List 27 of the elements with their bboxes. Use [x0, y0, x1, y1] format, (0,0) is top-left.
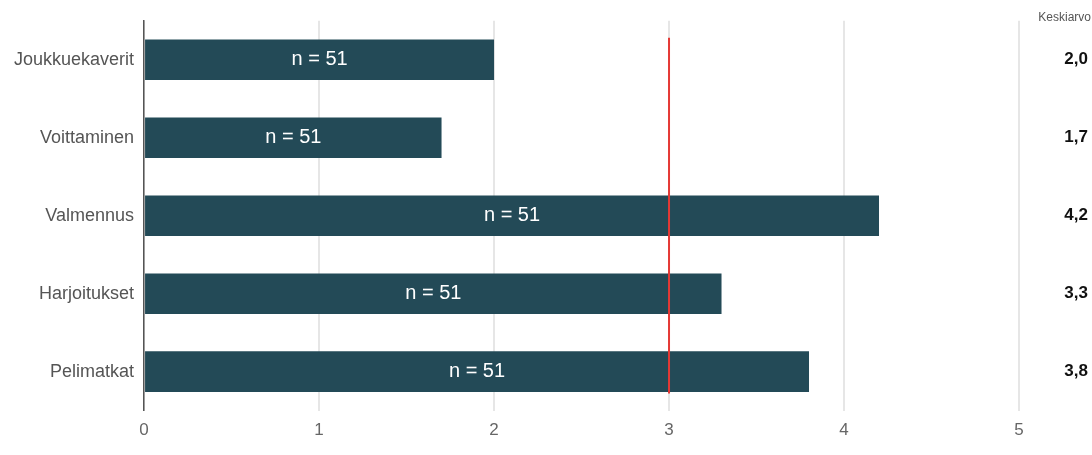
bar: [145, 351, 810, 392]
x-tick-label: 4: [839, 420, 849, 440]
y-tick-label: Voittaminen: [40, 126, 135, 147]
bar: [145, 273, 722, 314]
data-label: 1,7: [1064, 127, 1088, 147]
y-tick-label: Harjoitukset: [39, 282, 135, 303]
x-tick-label: 3: [664, 420, 674, 440]
x-tick-label: 2: [489, 420, 499, 440]
text: Keskiarvo: [1038, 10, 1092, 25]
bar: [145, 39, 495, 81]
bar: [145, 195, 880, 236]
y-tick-label: Joukkuekaverit: [14, 48, 135, 69]
data-label: 4,2: [1064, 205, 1088, 225]
data-label: 2,0: [1064, 49, 1088, 69]
annotation: n = 51: [291, 47, 348, 70]
y-tick-label: Pelimatkat: [50, 360, 135, 381]
annotation: n = 51: [448, 359, 506, 382]
data-label: 3,8: [1064, 361, 1088, 381]
annotation: n = 51: [405, 281, 462, 304]
bar: [145, 117, 442, 159]
annotation: n = 51: [265, 125, 322, 148]
annotation: n = 51: [483, 203, 541, 226]
y-tick-label: Valmennus: [45, 204, 135, 225]
data-label: 3,3: [1064, 283, 1088, 303]
x-tick-label: 1: [314, 420, 324, 440]
x-tick-label: 5: [1014, 420, 1024, 440]
x-tick-label: 0: [139, 420, 149, 440]
